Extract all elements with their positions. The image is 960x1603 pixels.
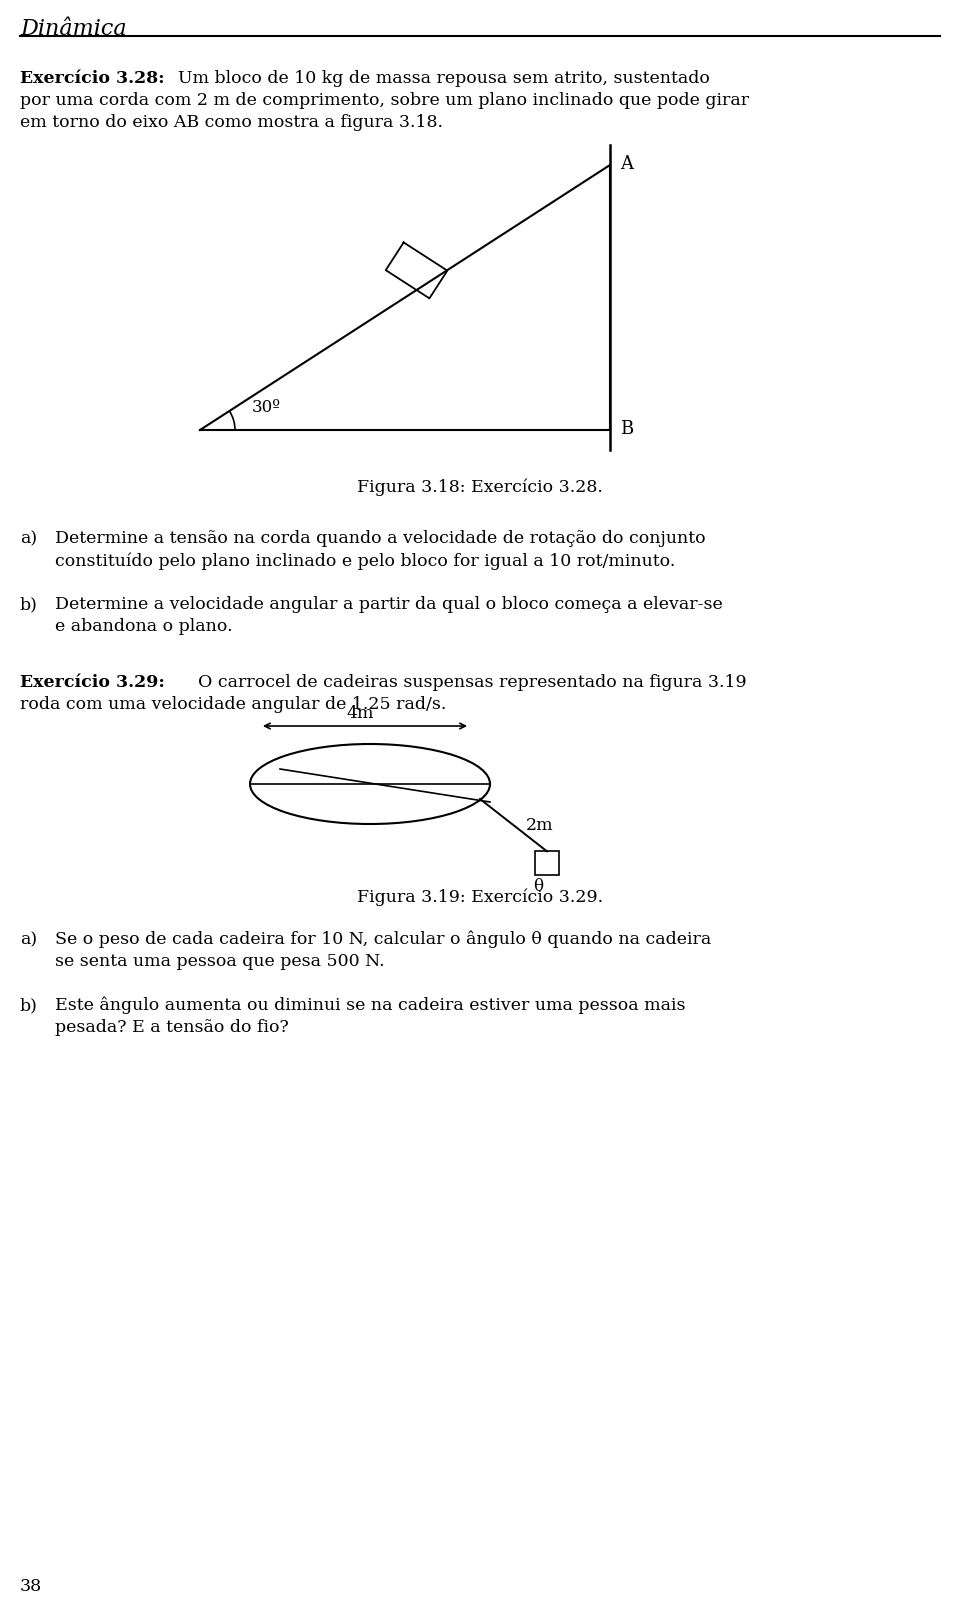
Text: em torno do eixo AB como mostra a figura 3.18.: em torno do eixo AB como mostra a figura… bbox=[20, 114, 443, 131]
Text: Figura 3.19: Exercício 3.29.: Figura 3.19: Exercício 3.29. bbox=[357, 890, 603, 907]
Bar bbox=[535, 851, 559, 875]
Text: b): b) bbox=[20, 997, 37, 1015]
Text: A: A bbox=[620, 155, 633, 173]
Text: Figura 3.18: Exercício 3.28.: Figura 3.18: Exercício 3.28. bbox=[357, 478, 603, 495]
Text: Determine a tensão na corda quando a velocidade de rotação do conjunto: Determine a tensão na corda quando a vel… bbox=[55, 531, 706, 547]
Text: Exercício 3.28:: Exercício 3.28: bbox=[20, 71, 164, 87]
Text: constituído pelo plano inclinado e pelo bloco for igual a 10 rot/minuto.: constituído pelo plano inclinado e pelo … bbox=[55, 551, 676, 569]
Text: Dinâmica: Dinâmica bbox=[20, 18, 127, 40]
Text: se senta uma pessoa que pesa 500 N.: se senta uma pessoa que pesa 500 N. bbox=[55, 954, 385, 970]
Text: Determine a velocidade angular a partir da qual o bloco começa a elevar-se: Determine a velocidade angular a partir … bbox=[55, 596, 723, 612]
Text: a): a) bbox=[20, 931, 37, 947]
Text: e abandona o plano.: e abandona o plano. bbox=[55, 619, 232, 635]
Text: Exercício 3.29:: Exercício 3.29: bbox=[20, 673, 165, 691]
Text: Um bloco de 10 kg de massa repousa sem atrito, sustentado: Um bloco de 10 kg de massa repousa sem a… bbox=[178, 71, 709, 87]
Text: Este ângulo aumenta ou diminui se na cadeira estiver uma pessoa mais: Este ângulo aumenta ou diminui se na cad… bbox=[55, 997, 685, 1015]
Text: 4m: 4m bbox=[347, 705, 373, 721]
Text: roda com uma velocidade angular de 1.25 rad/s.: roda com uma velocidade angular de 1.25 … bbox=[20, 696, 446, 713]
Text: θ: θ bbox=[533, 878, 543, 896]
Text: a): a) bbox=[20, 531, 37, 547]
Text: O carrocel de cadeiras suspensas representado na figura 3.19: O carrocel de cadeiras suspensas represe… bbox=[198, 673, 747, 691]
Text: b): b) bbox=[20, 596, 37, 612]
Text: 30º: 30º bbox=[252, 399, 281, 417]
Text: B: B bbox=[620, 420, 634, 438]
Text: por uma corda com 2 m de comprimento, sobre um plano inclinado que pode girar: por uma corda com 2 m de comprimento, so… bbox=[20, 91, 749, 109]
Text: 38: 38 bbox=[20, 1577, 42, 1595]
Text: Se o peso de cada cadeira for 10 N, calcular o ângulo θ quando na cadeira: Se o peso de cada cadeira for 10 N, calc… bbox=[55, 931, 711, 949]
Text: pesada? E a tensão do fio?: pesada? E a tensão do fio? bbox=[55, 1020, 289, 1036]
Text: 2m: 2m bbox=[525, 816, 553, 834]
